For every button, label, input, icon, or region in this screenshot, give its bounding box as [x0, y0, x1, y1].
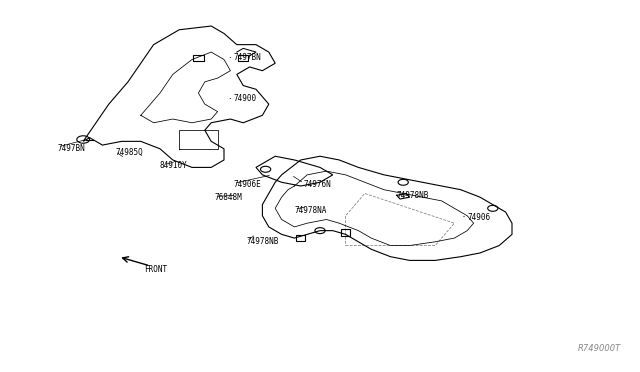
Text: 7497BN: 7497BN — [234, 53, 261, 62]
Text: 76848M: 76848M — [214, 193, 242, 202]
Bar — [341, 229, 350, 236]
Text: 74978NB: 74978NB — [246, 237, 279, 246]
Text: 74900: 74900 — [234, 94, 257, 103]
Text: 74906E: 74906E — [234, 180, 261, 189]
Text: 74978NA: 74978NA — [294, 206, 327, 215]
Bar — [296, 235, 305, 241]
Text: FRONT: FRONT — [144, 265, 167, 274]
Text: 74978NB: 74978NB — [397, 191, 429, 200]
Bar — [193, 55, 204, 61]
Text: 74985Q: 74985Q — [115, 148, 143, 157]
Text: 84910Y: 84910Y — [160, 161, 188, 170]
Bar — [238, 55, 248, 61]
Text: 74976N: 74976N — [304, 180, 332, 189]
Text: 74906: 74906 — [467, 213, 490, 222]
Text: R749000T: R749000T — [577, 344, 621, 353]
Text: 7497BN: 7497BN — [58, 144, 85, 153]
